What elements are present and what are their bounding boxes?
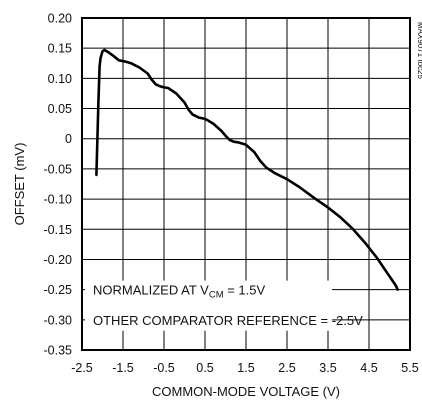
x-tick-label: 4.5 [360, 361, 377, 375]
annotation-reference: OTHER COMPARATOR REFERENCE = -2.5V [93, 313, 363, 328]
y-tick-label: 0.10 [48, 72, 72, 86]
series-line-offset [95, 48, 399, 291]
y-tick-label: -0.05 [44, 162, 73, 176]
x-tick-labels: -2.5 -1.5 -0.5 0.5 1.5 2.5 3.5 4.5 5.5 [71, 361, 419, 375]
x-tick-label: 0.5 [196, 361, 213, 375]
y-tick-label: 0.20 [48, 12, 72, 26]
y-tick-label: -0.30 [44, 313, 73, 327]
y-tick-label: -0.10 [44, 193, 73, 207]
x-tick-label: 2.5 [278, 361, 295, 375]
x-tick-label: -1.5 [112, 361, 134, 375]
y-tick-label: -0.15 [44, 223, 73, 237]
x-tick-label: 5.5 [401, 361, 418, 375]
x-axis-label: COMMON-MODE VOLTAGE (V) [152, 384, 340, 399]
x-tick-label: 3.5 [319, 361, 336, 375]
annotation-box: NORMALIZED AT VCM = 1.5V OTHER COMPARATO… [85, 280, 363, 331]
y-tick-labels: 0.20 0.15 0.10 0.05 0 -0.05 -0.10 -0.15 -0.20 -0.… [44, 12, 73, 358]
grid [81, 17, 411, 351]
x-tick-label: -0.5 [153, 361, 175, 375]
y-axis-label: OFFSET (mV) [12, 143, 27, 226]
y-tick-label: 0 [65, 132, 72, 146]
x-tick-label: -2.5 [71, 361, 93, 375]
y-tick-label: 0.05 [48, 102, 72, 116]
figure-id: MAX9071 toc25 [416, 22, 422, 79]
y-tick-label: 0.15 [48, 42, 72, 56]
plot-frame [81, 17, 411, 351]
annotation-normalized: NORMALIZED AT VCM = 1.5V [93, 283, 265, 301]
x-tick-label: 1.5 [237, 361, 254, 375]
y-tick-label: -0.25 [44, 283, 73, 297]
y-tick-label: -0.35 [44, 344, 73, 358]
y-tick-label: -0.20 [44, 253, 73, 267]
